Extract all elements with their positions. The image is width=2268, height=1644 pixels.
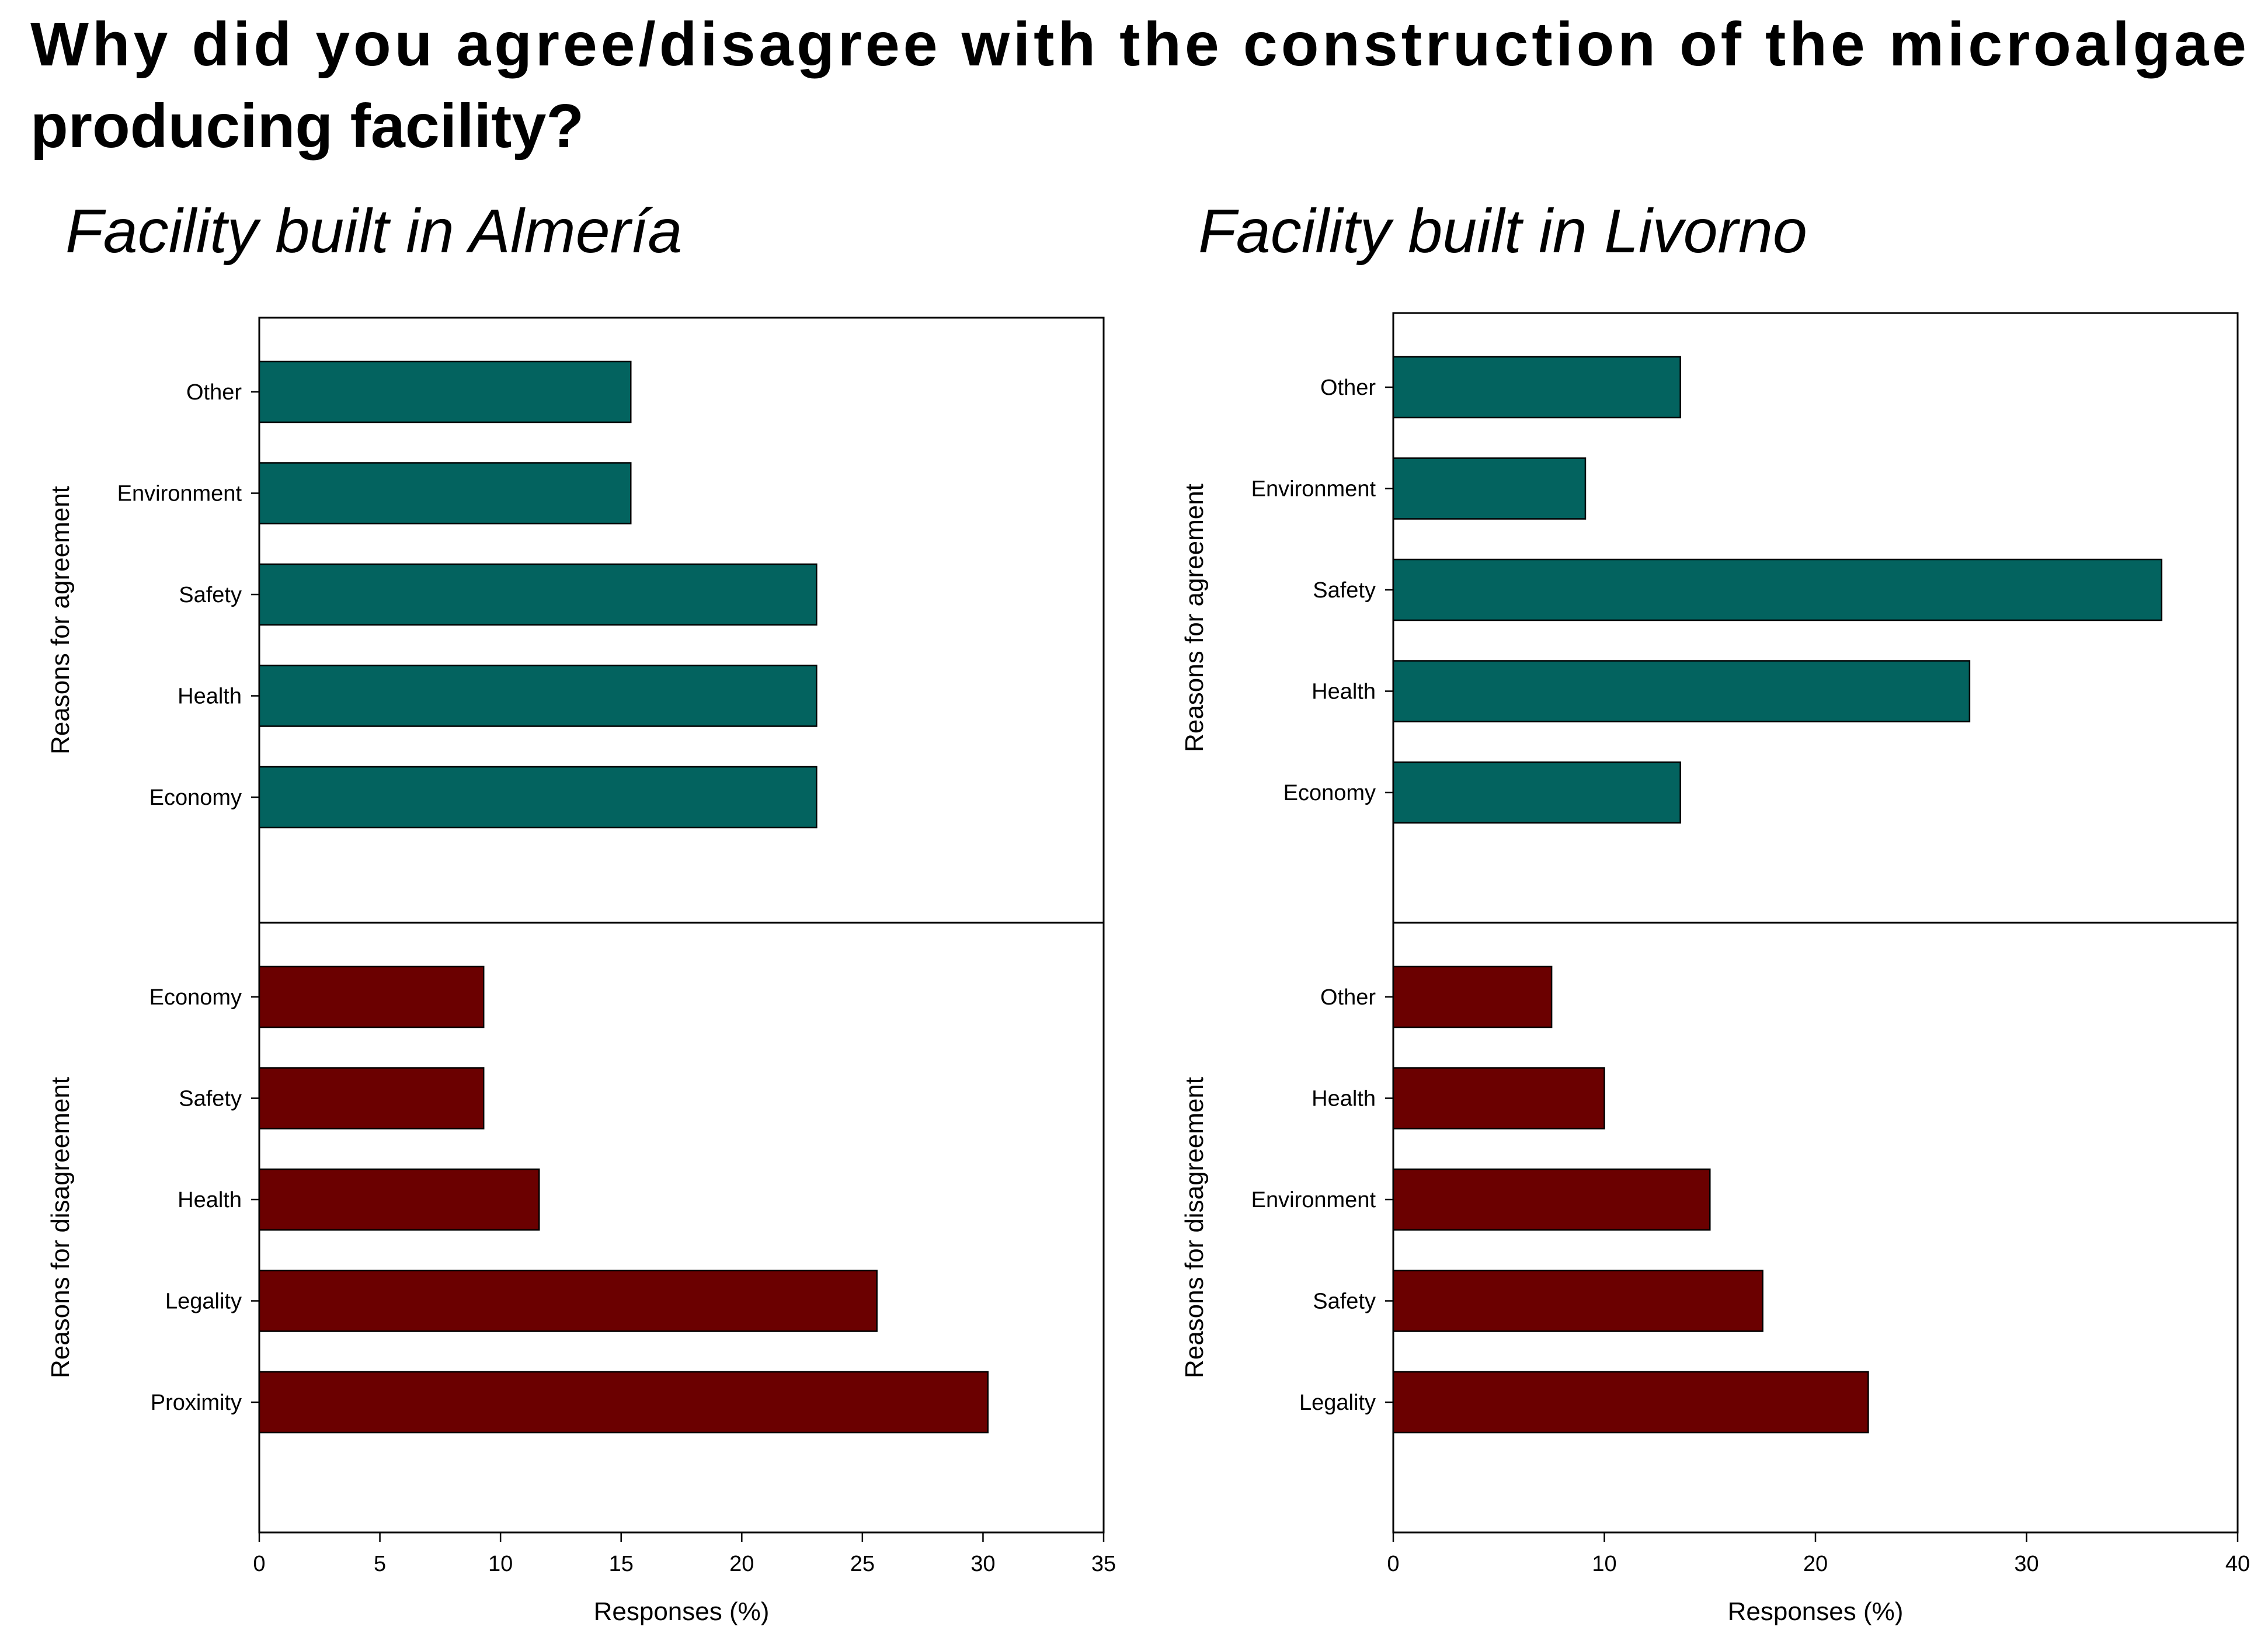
- x-tick-label: 35: [1091, 1552, 1116, 1576]
- bar-safety: [1392, 558, 2163, 621]
- category-label: Health: [1312, 680, 1376, 704]
- category-label: Environment: [1251, 1188, 1376, 1212]
- bar-legality: [258, 1270, 878, 1332]
- panel-almeria-agreement: Other Environment Safety Health Economy Reaso…: [46, 317, 1105, 924]
- category-label: Safety: [179, 1087, 242, 1111]
- chart-livorno: Other Environment Safety Health Economy Reaso…: [1180, 312, 2250, 1626]
- bar-proximity: [258, 1371, 989, 1434]
- chart-almeria: Other Environment Safety Health Economy Reaso…: [46, 317, 1116, 1626]
- bar-other: [258, 360, 632, 423]
- x-tick-label: 25: [850, 1552, 875, 1576]
- bar-economy: [258, 965, 485, 1028]
- bar-other: [1392, 356, 1681, 419]
- bar-safety: [258, 1067, 485, 1129]
- bar-economy: [258, 766, 818, 829]
- category-label: Legality: [165, 1290, 242, 1314]
- category-label: Environment: [117, 482, 242, 506]
- category-label: Health: [1312, 1087, 1376, 1111]
- x-tick-label: 10: [1592, 1552, 1616, 1576]
- figure-title-line-2: producing facility?: [30, 92, 584, 161]
- category-label: Other: [186, 380, 242, 405]
- category-label: Other: [1320, 376, 1376, 400]
- bar-other: [1392, 965, 1553, 1028]
- x-tick-label: 10: [488, 1552, 513, 1576]
- bar-environment: [1392, 457, 1587, 520]
- y-axis-label: Reasons for agreement: [1180, 484, 1209, 752]
- x-tick-label: 20: [1803, 1552, 1828, 1576]
- x-tick-label: 0: [1387, 1552, 1399, 1576]
- category-label: Other: [1320, 985, 1376, 1010]
- x-tick-label: 0: [253, 1552, 265, 1576]
- category-label: Economy: [1283, 781, 1376, 805]
- category-label: Economy: [149, 985, 242, 1010]
- bar-health: [1392, 660, 1971, 722]
- x-tick-label: 15: [609, 1552, 634, 1576]
- x-tick-label: 20: [729, 1552, 754, 1576]
- x-tick-label: 5: [374, 1552, 386, 1576]
- bar-economy: [1392, 761, 1681, 824]
- bar-environment: [258, 462, 632, 524]
- x-tick-label: 40: [2225, 1552, 2250, 1576]
- panel-livorno-disagreement: Other Health Environment Safety Legality Reas…: [1180, 922, 2239, 1534]
- y-axis-label: Reasons for disagreement: [46, 1077, 75, 1378]
- y-axis-label: Reasons for disagreement: [1180, 1077, 1209, 1378]
- chart-title-almeria: Facility built in Almería: [65, 197, 682, 266]
- chart-title-livorno: Facility built in Livorno: [1198, 197, 1807, 266]
- figure-title-line-1: Why did you agree/disagree with the cons…: [30, 10, 2246, 79]
- category-label: Safety: [1313, 1290, 1376, 1314]
- category-label: Legality: [1299, 1391, 1376, 1415]
- bar-health: [258, 665, 818, 727]
- category-label: Health: [178, 1188, 242, 1212]
- category-label: Environment: [1251, 477, 1376, 502]
- charts-layer: Other Environment Safety Health Economy Reaso…: [46, 312, 2250, 1626]
- bar-health: [1392, 1067, 1605, 1129]
- bar-legality: [1392, 1371, 1869, 1434]
- category-label: Proximity: [151, 1391, 242, 1415]
- x-tick-label: 30: [2014, 1552, 2039, 1576]
- x-tick-label: 30: [970, 1552, 995, 1576]
- bar-safety: [258, 563, 818, 626]
- bar-environment: [1392, 1168, 1711, 1231]
- y-axis-label: Reasons for agreement: [46, 486, 75, 755]
- category-label: Safety: [179, 583, 242, 607]
- category-label: Economy: [149, 785, 242, 810]
- bar-health: [258, 1168, 540, 1231]
- panel-almeria-disagreement: Economy Safety Health Legality Proximity Reas…: [46, 922, 1105, 1534]
- category-label: Safety: [1313, 578, 1376, 603]
- panel-livorno-agreement: Other Environment Safety Health Economy Reaso…: [1180, 312, 2239, 924]
- category-label: Health: [178, 684, 242, 709]
- x-axis-label: Responses (%): [594, 1597, 770, 1626]
- bar-safety: [1392, 1270, 1763, 1332]
- x-axis-label: Responses (%): [1728, 1597, 1904, 1626]
